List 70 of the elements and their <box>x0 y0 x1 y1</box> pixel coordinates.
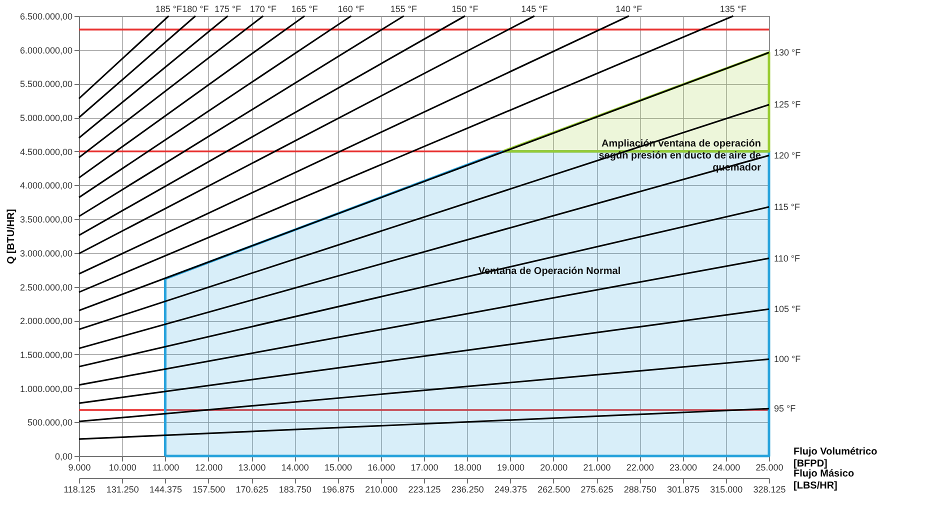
series-label: 110 °F <box>774 253 800 264</box>
series-label: 145 °F <box>521 4 548 14</box>
y-tick-label: 6.000.000,00 <box>20 45 72 56</box>
x2-tick-label: 236.250 <box>451 484 484 494</box>
series-label: 160 °F <box>338 4 365 14</box>
x-tick-label: 24.000 <box>712 462 740 472</box>
x-tick-label: 12.000 <box>195 462 223 472</box>
y-axis-title: Q [BTU/HR] <box>6 209 17 264</box>
x-tick-label: 19.000 <box>496 462 525 472</box>
series-label: 135 °F <box>720 4 748 14</box>
x2-tick-label: 328.125 <box>753 484 786 494</box>
series-label: 170 °F <box>250 4 277 14</box>
x2-tick-label: 183.750 <box>278 484 312 494</box>
y-tick-label: 3.000.000,00 <box>20 248 72 258</box>
x2-tick-label: 144.375 <box>149 484 182 494</box>
y-tick-label: 2.000.000,00 <box>20 316 72 326</box>
y-tick-label: 1.000.000,00 <box>20 384 72 394</box>
series-label: 120 °F <box>774 150 802 160</box>
x-tick-label: 15.000 <box>324 462 352 472</box>
x2-tick-label: 249.375 <box>494 484 528 494</box>
x-tick-label: 13.000 <box>238 462 266 472</box>
series-label: 140 °F <box>616 4 643 14</box>
y-tick-label: 5.000.000,00 <box>20 113 72 124</box>
x-tick-label: 9.000 <box>68 462 91 472</box>
x2-tick-label: 118.125 <box>64 484 96 494</box>
x2-tick-label: 262.500 <box>538 484 570 494</box>
series-label: 165 °F <box>291 4 318 14</box>
y-tick-label: 3.500.000,00 <box>20 214 72 225</box>
x-tick-label: 11.000 <box>152 462 180 472</box>
x2-tick-label: 223.125 <box>408 484 441 494</box>
x-tick-label: 17.000 <box>410 462 438 472</box>
y-tick-label: 0,00 <box>54 452 72 462</box>
y-tick-label: 1.500.000,00 <box>20 350 72 360</box>
x2-tick-label: 210.000 <box>365 484 398 494</box>
y-tick-label: 4.000.000,00 <box>20 180 72 191</box>
series-label: 185 °F <box>155 4 183 14</box>
x2-axis-title: Flujo Másico [LBS/HR] <box>794 468 854 492</box>
x-tick-label: 23.000 <box>669 462 698 472</box>
x-tick-label: 18.000 <box>454 462 482 472</box>
x2-tick-label: 288.750 <box>624 484 656 494</box>
y-tick-label: 4.500.000,00 <box>20 146 72 157</box>
series-label: 130 °F <box>774 48 802 58</box>
y-tick-label: 5.500.000,00 <box>20 79 72 90</box>
series-label: 180 °F <box>182 4 210 14</box>
y-tick-label: 2.500.000,00 <box>20 282 72 292</box>
x2-tick-label: 157.500 <box>192 484 226 494</box>
series-label: 155 °F <box>390 4 418 14</box>
series-label: 115 °F <box>774 202 800 212</box>
x2-tick-label: 275.625 <box>580 484 614 494</box>
x-tick-label: 14.000 <box>281 462 309 472</box>
x-tick-label: 21.000 <box>583 462 611 472</box>
x2-tick-label: 170.625 <box>236 484 268 494</box>
x2-tick-label: 196.875 <box>322 484 355 494</box>
x2-tick-label: 315.000 <box>710 484 743 494</box>
x2-tick-label: 131.250 <box>106 484 139 494</box>
x-tick-label: 22.000 <box>626 462 654 472</box>
series-label: 105 °F <box>774 304 802 314</box>
series-label: 175 °F <box>214 4 242 14</box>
x-tick-label: 25.000 <box>756 462 784 472</box>
series-label: 125 °F <box>774 100 802 110</box>
series-label: 150 °F <box>452 4 479 14</box>
x-tick-label: 20.000 <box>540 462 568 472</box>
x-tick-label: 10.000 <box>108 462 136 472</box>
x2-tick-label: 301.875 <box>666 484 700 494</box>
series-label: 95 °F <box>774 404 796 414</box>
series-label: 100 °F <box>774 354 802 364</box>
y-tick-label: 500.000,00 <box>27 418 72 428</box>
y-tick-label: 6.500.000,00 <box>20 12 72 22</box>
x-axis-title: Flujo Volumétrico [BFPD] <box>794 446 878 470</box>
x-tick-label: 16.000 <box>368 462 396 472</box>
